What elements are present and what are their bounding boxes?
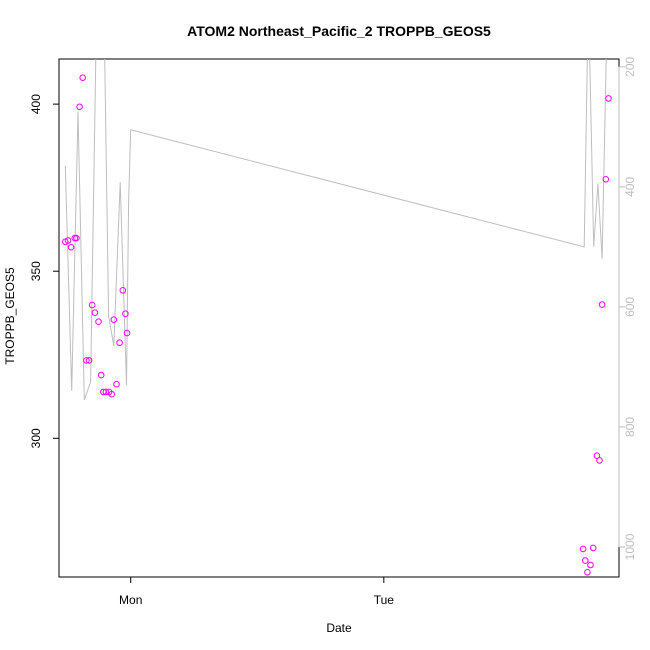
y-axis-left: 300 350 400: [29, 94, 60, 448]
data-point: [91, 309, 99, 317]
data-point: [108, 390, 115, 398]
data-point: [102, 388, 110, 396]
y-axis-right: 200 400 600 800 1000: [618, 56, 637, 560]
data-point: [587, 561, 594, 569]
data-point: [64, 237, 72, 244]
y2-tick-label: 600: [623, 297, 637, 317]
data-point: [584, 569, 591, 576]
y2-tick-label: 200: [623, 56, 637, 76]
points-layer: [62, 74, 612, 576]
x-axis: Mon Tue: [119, 576, 395, 607]
y2-tick-label: 1000: [623, 533, 637, 560]
y-axis-label: TROPPB_GEOS5: [3, 267, 17, 365]
y2-tick-label: 400: [623, 177, 637, 197]
data-point: [95, 318, 102, 326]
data-point: [83, 357, 90, 364]
data-point: [79, 74, 86, 81]
data-point: [123, 329, 131, 337]
data-point: [122, 310, 129, 318]
x-tick-label: Tue: [374, 593, 395, 607]
y-tick-label: 350: [29, 261, 43, 281]
data-point: [97, 371, 105, 379]
data-point: [579, 545, 587, 553]
chart-title: ATOM2 Northeast_Pacific_2 TROPPB_GEOS5: [187, 23, 491, 39]
plot-frame: [58, 58, 620, 578]
x-axis-label: Date: [326, 621, 352, 635]
y-tick-label: 300: [29, 428, 43, 448]
y2-tick-label: 800: [623, 417, 637, 437]
data-point: [589, 544, 597, 552]
data-point: [598, 301, 606, 308]
data-point: [76, 103, 83, 111]
data-point: [73, 234, 80, 242]
data-point: [67, 243, 75, 251]
data-point: [602, 176, 610, 183]
data-point: [596, 457, 603, 464]
y-tick-label: 400: [29, 94, 43, 114]
data-point: [88, 301, 96, 309]
data-point: [119, 287, 127, 294]
data-point: [110, 316, 118, 324]
pressure-line-layer: [64, 59, 607, 401]
x-tick-label: Mon: [119, 593, 142, 607]
data-point: [85, 357, 93, 364]
data-point: [113, 380, 120, 388]
pressure-line: [64, 59, 607, 401]
data-point: [582, 557, 589, 564]
data-point: [116, 339, 123, 347]
data-point: [605, 95, 612, 102]
